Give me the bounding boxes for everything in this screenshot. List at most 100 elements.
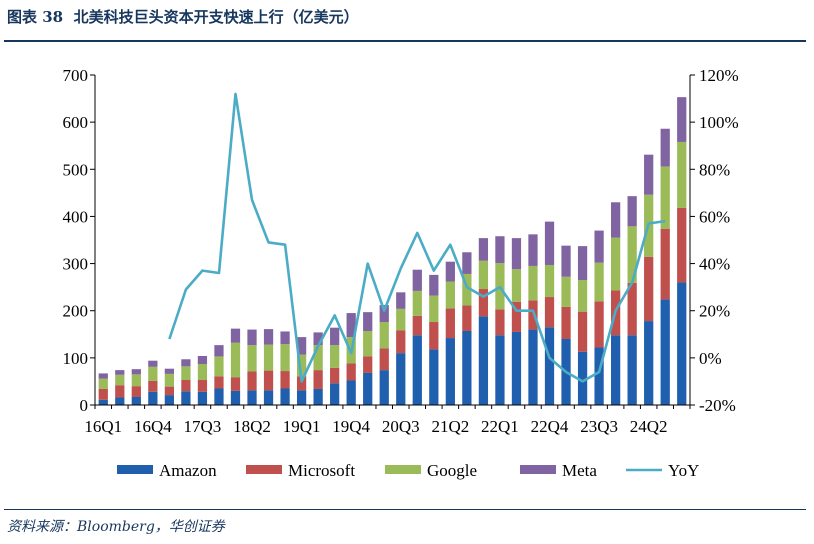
bar-microsoft-18Q4 xyxy=(280,371,290,389)
bar-microsoft-21Q2 xyxy=(445,308,455,339)
bar-amazon-20Q1 xyxy=(363,372,373,405)
bar-google-16Q3 xyxy=(131,374,141,387)
bar-meta-18Q3 xyxy=(263,329,274,345)
y-left-tick-label: 100 xyxy=(63,349,89,368)
y-left-tick-label: 400 xyxy=(63,207,89,226)
legend-label-microsoft: Microsoft xyxy=(288,461,355,480)
bar-microsoft-23Q2 xyxy=(577,311,588,352)
axes-layer: 0 100 200 300 400 500 600 700 -20% 0% 20% 40% 60% 80%… xyxy=(63,66,739,436)
bar-amazon-17Q4 xyxy=(214,388,224,405)
legend-swatch-meta xyxy=(520,465,556,474)
bar-google-20Q1 xyxy=(363,330,373,357)
top-rule xyxy=(4,40,806,42)
bar-google-21Q2 xyxy=(445,281,455,309)
x-tick-label: 17Q3 xyxy=(184,417,222,436)
bar-meta-17Q1 xyxy=(164,368,175,374)
bar-meta-23Q4 xyxy=(610,202,621,238)
bar-microsoft-17Q4 xyxy=(214,376,224,389)
bar-meta-20Q2 xyxy=(379,305,389,323)
y-right-tick-label: 0% xyxy=(699,349,722,368)
bar-amazon-19Q2 xyxy=(313,388,323,405)
bar-google-16Q1 xyxy=(98,378,108,389)
x-tick-label: 18Q2 xyxy=(233,417,271,436)
legend-label-amazon: Amazon xyxy=(159,461,217,480)
x-tick-label: 19Q4 xyxy=(332,417,370,436)
bar-microsoft-16Q4 xyxy=(148,380,158,392)
bar-google-19Q3 xyxy=(330,345,340,368)
bar-amazon-23Q2 xyxy=(577,351,588,405)
bar-microsoft-16Q1 xyxy=(98,388,108,400)
bar-google-17Q3 xyxy=(197,363,208,381)
bar-microsoft-24Q2 xyxy=(644,256,654,322)
x-tick-label: 16Q1 xyxy=(84,417,122,436)
bar-amazon-16Q2 xyxy=(115,397,125,405)
bar-meta-16Q2 xyxy=(115,370,125,375)
bar-microsoft-24Q1 xyxy=(627,282,637,336)
bar-meta-18Q1 xyxy=(230,328,241,343)
legend-label-google: Google xyxy=(427,461,477,480)
bar-meta-22Q1 xyxy=(495,236,505,264)
bar-google-22Q3 xyxy=(528,265,538,301)
bar-microsoft-21Q4 xyxy=(478,289,489,317)
bar-amazon-17Q3 xyxy=(197,391,208,405)
bar-google-21Q3 xyxy=(462,273,472,306)
bar-meta-19Q2 xyxy=(313,332,323,346)
y-right-tick-label: 20% xyxy=(699,302,730,321)
bar-meta-22Q2 xyxy=(511,238,522,270)
x-tick-label: 21Q2 xyxy=(431,417,469,436)
y-right-tick-label: 40% xyxy=(699,255,730,274)
bar-google-18Q3 xyxy=(263,344,274,371)
bar-amazon-16Q1 xyxy=(98,399,108,405)
bar-microsoft-20Q2 xyxy=(379,348,389,371)
bar-amazon-24Q3 xyxy=(660,299,670,405)
y-left-tick-label: 600 xyxy=(63,113,89,132)
bar-microsoft-20Q1 xyxy=(363,356,373,373)
bar-meta-19Q3 xyxy=(330,327,340,346)
y-right-tick-label: 120% xyxy=(699,66,739,85)
bar-microsoft-18Q3 xyxy=(263,370,274,391)
bar-amazon-20Q2 xyxy=(379,370,389,405)
y-left-tick-label: 500 xyxy=(63,160,89,179)
bottom-rule xyxy=(4,509,806,510)
bar-microsoft-16Q2 xyxy=(115,385,125,398)
bar-microsoft-20Q4 xyxy=(412,315,422,336)
bar-meta-16Q3 xyxy=(131,369,141,375)
bar-amazon-16Q4 xyxy=(148,391,158,405)
y-right-tick-label: -20% xyxy=(699,396,736,415)
bar-microsoft-17Q3 xyxy=(197,380,208,392)
x-tick-label: 22Q4 xyxy=(531,417,569,436)
figure-title: 图表 38 北美科技巨头资本开支快速上行（亿美元） xyxy=(7,6,359,27)
bar-amazon-24Q2 xyxy=(644,321,654,405)
bar-google-17Q4 xyxy=(214,356,224,377)
bar-microsoft-21Q3 xyxy=(462,305,472,331)
bar-amazon-23Q3 xyxy=(594,347,604,405)
bar-google-20Q4 xyxy=(412,290,422,316)
bar-microsoft-24Q4 xyxy=(677,207,687,283)
bar-amazon-21Q3 xyxy=(462,330,472,405)
y-left-tick-label: 0 xyxy=(80,396,89,415)
bar-amazon-17Q1 xyxy=(164,395,175,405)
bar-meta-22Q4 xyxy=(544,221,555,265)
bar-microsoft-23Q1 xyxy=(561,306,571,339)
x-tick-label: 24Q2 xyxy=(630,417,668,436)
bars-layer xyxy=(98,97,687,405)
bar-amazon-24Q4 xyxy=(677,282,687,405)
bar-google-18Q1 xyxy=(230,342,241,378)
bar-google-23Q1 xyxy=(561,276,571,307)
bar-google-22Q2 xyxy=(511,269,522,302)
y-left-tick-label: 300 xyxy=(63,255,89,274)
bar-meta-19Q4 xyxy=(346,313,356,338)
bar-google-20Q3 xyxy=(396,308,406,331)
bar-amazon-19Q4 xyxy=(346,380,356,405)
bar-microsoft-19Q1 xyxy=(296,376,307,391)
bar-amazon-21Q1 xyxy=(429,349,439,405)
x-tick-label: 23Q3 xyxy=(580,417,618,436)
legend-swatch-google xyxy=(385,465,421,474)
y-right-tick-label: 80% xyxy=(699,160,730,179)
legend-label-yoy: YoY xyxy=(668,461,699,480)
figure-label: 图表 38 xyxy=(7,8,64,26)
bar-meta-20Q4 xyxy=(412,269,422,291)
bar-google-21Q1 xyxy=(429,295,439,323)
bar-amazon-18Q3 xyxy=(263,390,274,405)
bar-amazon-17Q2 xyxy=(181,391,191,405)
